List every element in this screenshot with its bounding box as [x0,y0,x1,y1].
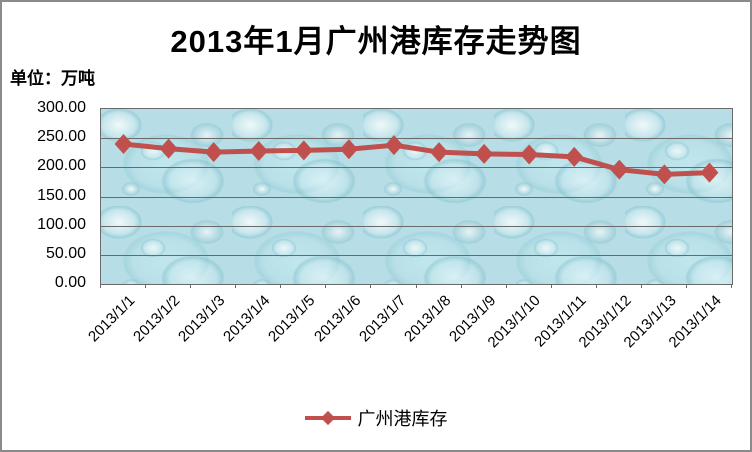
legend: 广州港库存 [2,405,750,431]
x-axis-label: 2013/1/1 [85,292,139,346]
y-tick-label: 0.00 [54,274,86,291]
unit-label: 单位：万吨 [10,69,95,88]
x-axis-tick [731,284,732,288]
x-axis-tick [100,284,101,288]
data-point-marker [204,142,223,163]
y-tick-label: 100.00 [37,215,86,233]
data-point-marker [700,162,719,183]
data-point-marker [114,134,133,154]
gridline [101,196,732,198]
x-axis-label: 2013/1/4 [220,292,274,346]
x-axis-label: 2013/1/2 [130,292,184,346]
data-point-marker [655,164,674,185]
y-tick-label: 50.00 [45,244,86,262]
x-axis-tick [415,284,417,288]
x-axis-label: 2013/1/7 [355,292,409,346]
x-axis-tick [280,284,282,288]
gridline [101,167,732,169]
y-tick-label: 300.00 [37,99,86,116]
chart-title: 2013年1月广州港库存走势图 [170,24,582,59]
data-point-marker [384,135,403,156]
data-point-marker [339,139,358,160]
gridline [101,225,732,227]
data-point-marker [249,141,268,161]
data-point-marker [430,142,449,163]
x-axis-tick [595,284,597,288]
data-point-marker [520,144,539,165]
x-axis-tick [685,284,687,288]
data-point-marker [475,143,494,164]
x-axis-tick [190,284,192,288]
x-axis-tick [145,284,147,288]
x-axis-label: 2013/1/5 [265,292,319,346]
gridline [101,138,732,140]
legend-line-marker [304,410,351,426]
x-axis-label: 2013/1/6 [310,292,364,346]
data-point-marker [565,146,584,167]
x-axis-tick [235,284,237,288]
x-axis-tick [460,284,462,288]
x-axis-label: 2013/1/8 [400,292,455,346]
data-point-marker [294,140,313,161]
x-axis-tick [550,284,552,288]
data-point-marker [159,138,178,159]
y-tick-label: 150.00 [37,186,86,204]
legend-label: 广州港库存 [357,409,448,429]
y-tick-label: 250.00 [37,128,86,146]
gridline [101,254,732,256]
y-tick-label: 200.00 [37,157,86,175]
x-axis-tick [505,284,507,288]
series-line [114,134,719,185]
data-point-marker [610,159,629,180]
plot-area [100,108,733,285]
x-axis-tick [370,284,372,288]
legend-diamond-icon [320,410,335,426]
x-axis-tick [640,284,642,288]
x-axis-tick [325,284,327,288]
x-axis-label: 2013/1/3 [175,292,229,346]
